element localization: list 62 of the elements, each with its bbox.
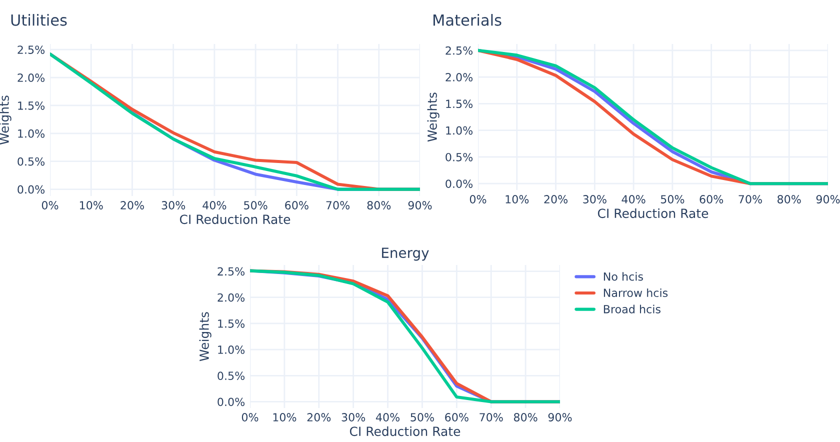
- x-tick-label: 60%: [700, 195, 724, 204]
- x-tick-label: 30%: [342, 413, 366, 422]
- y-tick-label: 2.5%: [446, 46, 473, 55]
- x-tick-label: 10%: [80, 201, 103, 210]
- x-tick-label: 60%: [285, 201, 308, 210]
- y-tick-label: 0.5%: [18, 157, 45, 166]
- y-tick-label: 2.5%: [218, 267, 245, 276]
- line-series: [50, 52, 420, 191]
- y-tick-label: 0.0%: [446, 180, 473, 188]
- y-tick-label: 0.0%: [18, 185, 45, 194]
- legend-label: Narrow hcis: [604, 288, 668, 298]
- x-tick-label: 20%: [120, 201, 144, 210]
- y-tick-label: 0.0%: [218, 398, 245, 406]
- x-tick-label: 30%: [583, 195, 606, 204]
- x-tick-label: 80%: [514, 413, 538, 422]
- legend-label: No hcis: [604, 272, 643, 281]
- x-axis-title: CI Reduction Rate: [350, 426, 460, 436]
- x-tick-label: 10%: [506, 195, 529, 204]
- y-tick-label: 1.0%: [218, 346, 245, 354]
- y-tick-label: 1.0%: [446, 126, 473, 135]
- y-tick-label: 2.0%: [218, 293, 245, 302]
- y-axis-title: Weights: [199, 312, 212, 362]
- x-tick-label: 80%: [778, 195, 801, 204]
- x-axis-title: CI Reduction Rate: [598, 208, 708, 218]
- line-series: [478, 48, 828, 186]
- x-tick-label: 70%: [326, 201, 350, 210]
- chart-title: Utilities: [11, 14, 67, 26]
- x-tick-label: 0%: [42, 201, 58, 210]
- y-tick-label: 1.5%: [446, 100, 473, 108]
- x-tick-label: 90%: [548, 413, 572, 422]
- x-tick-label: 50%: [660, 195, 684, 204]
- y-axis-title: Weights: [427, 92, 440, 142]
- line-series: [250, 269, 560, 404]
- y-tick-label: 1.0%: [18, 129, 45, 138]
- legend-label: Broad hcis: [604, 304, 660, 314]
- x-tick-label: 20%: [307, 413, 331, 422]
- x-tick-label: 30%: [162, 201, 186, 210]
- x-tick-label: 40%: [622, 195, 646, 204]
- y-tick-label: 2.0%: [446, 73, 473, 82]
- y-tick-label: 1.5%: [218, 319, 245, 328]
- x-tick-label: 40%: [202, 201, 226, 210]
- x-tick-label: 50%: [244, 201, 268, 210]
- y-tick-label: 0.5%: [218, 372, 245, 380]
- x-tick-label: 10%: [273, 413, 296, 422]
- x-axis-title: CI Reduction Rate: [180, 214, 290, 224]
- chart-title: Materials: [434, 14, 502, 26]
- x-tick-label: 40%: [376, 413, 400, 422]
- x-tick-label: 90%: [816, 195, 840, 204]
- x-tick-label: 60%: [445, 413, 468, 422]
- x-tick-label: 80%: [367, 201, 391, 210]
- chart-title: Energy: [382, 248, 429, 261]
- y-tick-label: 2.0%: [18, 74, 45, 82]
- y-tick-label: 2.5%: [18, 46, 45, 54]
- x-tick-label: 0%: [470, 195, 486, 204]
- y-tick-label: 1.5%: [18, 101, 45, 110]
- x-tick-label: 20%: [544, 195, 568, 204]
- x-tick-label: 50%: [410, 413, 434, 422]
- y-tick-label: 0.5%: [446, 152, 473, 162]
- x-tick-label: 70%: [480, 413, 503, 422]
- x-tick-label: 90%: [408, 201, 432, 210]
- x-tick-label: 0%: [242, 413, 258, 422]
- x-tick-label: 70%: [738, 195, 762, 204]
